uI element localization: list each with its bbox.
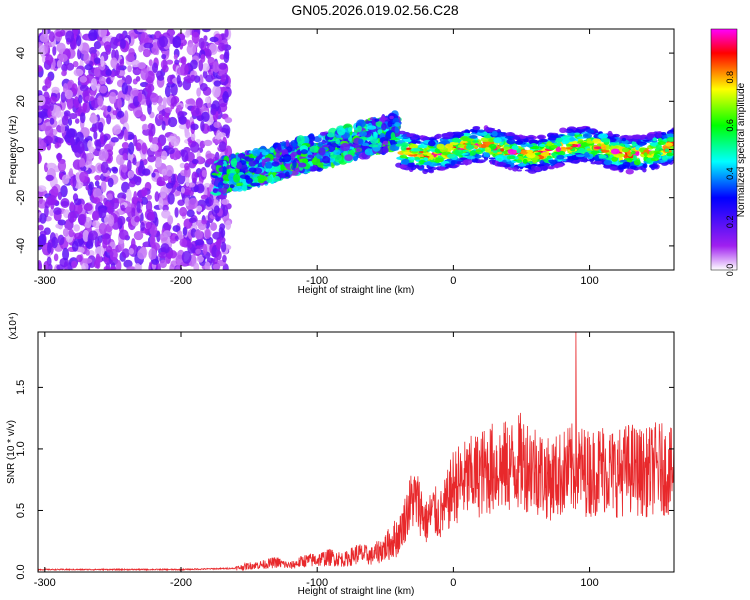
- colorbar-tick-label-4: 0.8: [725, 71, 735, 84]
- snr-y-tick-label-3: 1.5: [15, 380, 27, 395]
- snr-y-tick-label-2: 1.0: [15, 441, 27, 456]
- snr-panel: -300 -200 -100 0 100 0.0 0.5 1.0 1.5 Height of …: [6, 312, 675, 597]
- snr-x-label: Height of straight line (km): [298, 586, 415, 597]
- snr-x-tick-label-2: -100: [306, 577, 328, 589]
- snr-x-tick-label-1: -200: [170, 577, 192, 589]
- snr-y-tick-label-1: 0.5: [15, 503, 27, 518]
- spectrogram-y-ticks: -40 -20 0 20 40: [15, 47, 674, 254]
- colorbar-tick-label-1: 0.2: [725, 216, 735, 229]
- spectrogram-x-tick-label-3: 0: [450, 275, 456, 287]
- spectrogram-y-tick-label-4: 40: [15, 47, 27, 59]
- snr-y-multiplier: (x10⁴): [8, 312, 19, 339]
- snr-y-tick-label-0: 0.0: [15, 564, 27, 579]
- snr-x-tick-label-4: 100: [580, 577, 598, 589]
- spectrogram-y-tick-label-0: -40: [15, 238, 27, 254]
- figure-title: GN05.2026.019.02.56.C28: [291, 2, 459, 18]
- spectrogram-y-tick-label-1: -20: [15, 190, 27, 206]
- spectrogram-heatmap: [38, 29, 674, 270]
- snr-frame: [37, 331, 675, 573]
- colorbar-gradient: [710, 28, 738, 271]
- snr-x-ticks: -300 -200 -100 0 100: [34, 332, 599, 589]
- snr-x-tick-label-3: 0: [450, 577, 456, 589]
- spectrogram-x-tick-label-0: -300: [34, 275, 56, 287]
- spectrogram-y-tick-label-2: 0: [15, 146, 27, 152]
- spectrogram-x-tick-label-4: 100: [580, 275, 598, 287]
- colorbar-label: Normalized spectral amplitude: [736, 82, 747, 217]
- colorbar-ticks: 0.0 0.2 0.4 0.6 0.8: [725, 71, 735, 276]
- spectrogram-x-label: Height of straight line (km): [298, 285, 415, 296]
- spectrogram-y-label: Frequency (Hz): [8, 116, 19, 185]
- snr-x-tick-label-0: -300: [34, 577, 56, 589]
- snr-y-ticks: 0.0 0.5 1.0 1.5: [15, 380, 674, 580]
- spectrogram-x-tick-label-1: -200: [170, 275, 192, 287]
- spectrogram-x-ticks: -300 -200 -100 0 100: [34, 29, 599, 287]
- colorbar-tick-label-3: 0.6: [725, 119, 735, 132]
- spectrogram-y-tick-label-3: 20: [15, 95, 27, 107]
- snr-y-label: SNR (10 * v/v): [6, 420, 17, 484]
- colorbar-tick-label-2: 0.4: [725, 167, 735, 180]
- colorbar: 0.0 0.2 0.4 0.6 0.8 Normalized spectral ampl…: [710, 28, 747, 276]
- spectrogram-x-tick-label-2: -100: [306, 275, 328, 287]
- colorbar-tick-label-0: 0.0: [725, 264, 735, 277]
- snr-series-line: [38, 332, 674, 572]
